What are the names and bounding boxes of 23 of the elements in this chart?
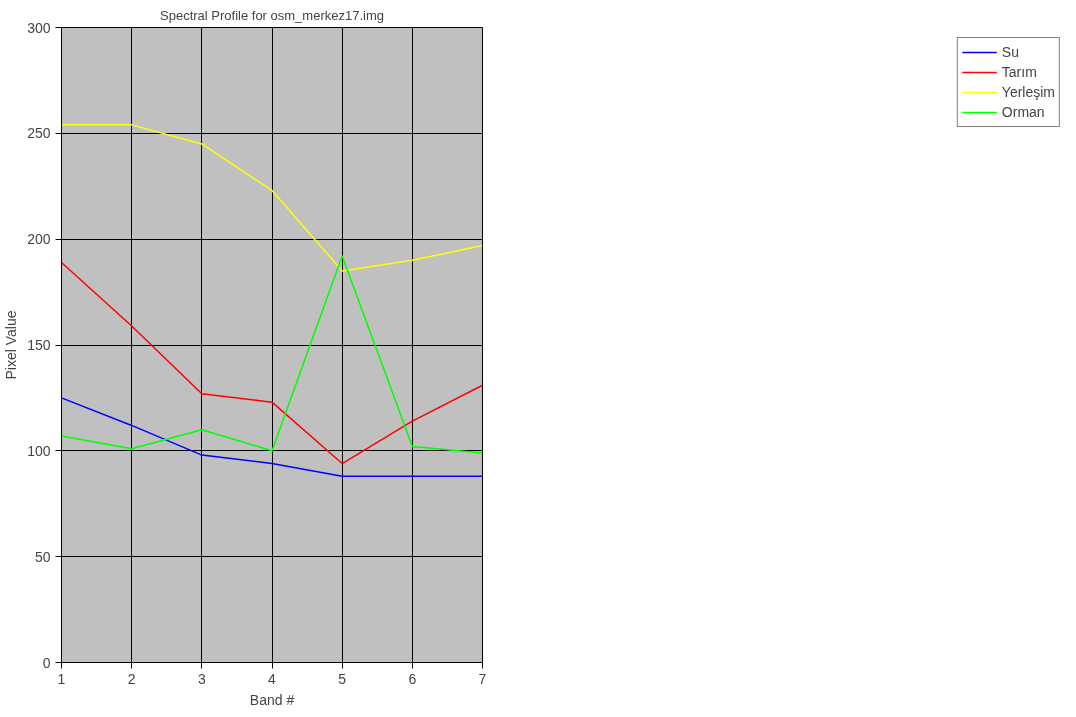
legend-label: Orman	[1001, 104, 1045, 120]
y-tick-label: 300	[27, 19, 51, 36]
x-tick-label: 6	[408, 670, 417, 687]
x-tick-label: 4	[268, 670, 277, 687]
chart-title: Spectral Profile for osm_merkez17.img	[160, 7, 384, 23]
legend-label: Tarım	[1001, 64, 1037, 80]
legend-label: Su	[1001, 44, 1020, 60]
y-tick-label: 150	[27, 337, 51, 353]
x-tick-label: 2	[127, 670, 136, 687]
x-tick-label: 5	[338, 670, 347, 687]
x-tick-label: 3	[197, 670, 206, 687]
legend-label: Yerleşim	[1001, 84, 1055, 100]
y-tick-label: 0	[42, 654, 51, 671]
x-tick-label: 1	[57, 670, 66, 687]
line-series	[61, 397, 483, 477]
x-tick-label: 7	[478, 670, 487, 687]
y-axis-title: Pixel Value	[3, 310, 20, 380]
x-axis-title: Band #	[249, 691, 295, 708]
y-tick-label: 100	[27, 442, 51, 459]
y-tick-label: 250	[27, 125, 51, 142]
y-tick-label: 50	[34, 548, 51, 565]
line-series	[61, 124, 483, 272]
y-tick-label: 200	[27, 231, 51, 248]
